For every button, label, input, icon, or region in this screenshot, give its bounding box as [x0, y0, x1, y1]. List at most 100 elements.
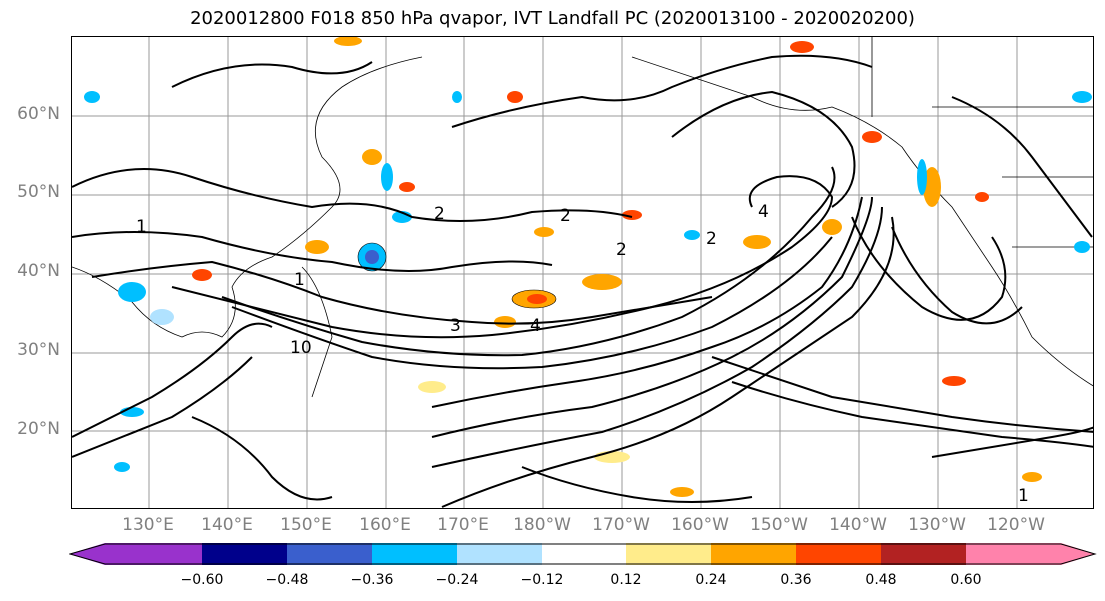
colorbar-segment — [711, 543, 796, 565]
contour-line — [171, 61, 373, 88]
shade-pos — [582, 274, 622, 290]
contour-line — [431, 196, 873, 438]
shade-neg — [381, 163, 393, 191]
contour-label: 1 — [1018, 486, 1029, 506]
contour-line — [72, 356, 253, 458]
shade-pos — [923, 167, 941, 207]
lon-label-150e: 150°E — [280, 515, 332, 535]
shade-pos — [594, 451, 630, 463]
colorbar-tick: 0.36 — [780, 572, 812, 588]
lat-label-50n: 50°N — [17, 182, 60, 202]
lon-label-160w: 160°W — [671, 515, 729, 535]
colorbar-tick: 0.12 — [610, 572, 642, 588]
lon-label-170e: 170°E — [437, 515, 489, 535]
contour-line — [671, 90, 856, 208]
shade-pos — [494, 316, 516, 328]
lon-label-170w: 170°W — [592, 515, 650, 535]
colorbar-tick: −0.48 — [265, 572, 309, 588]
contour-label: 1 — [136, 217, 147, 237]
shade-pos — [305, 240, 329, 254]
contour-line — [191, 416, 333, 501]
contour-line — [521, 466, 753, 503]
contour-line — [221, 166, 836, 357]
colorbar-segment — [202, 543, 287, 565]
contour-line — [731, 381, 1093, 448]
contour-label: 3 — [450, 316, 461, 336]
shade-pos — [534, 227, 554, 237]
shade-pos — [399, 182, 415, 192]
colorbar-outline — [69, 543, 1097, 565]
contour-label: 1 — [294, 270, 305, 290]
shade-pos — [942, 376, 966, 386]
shade-neg — [452, 91, 462, 103]
shade-pos — [527, 294, 547, 304]
shade-neg — [917, 159, 927, 195]
colorbar-segment — [69, 543, 202, 565]
contour-label: 4 — [530, 316, 541, 336]
colorbar-tick: 0.48 — [865, 572, 897, 588]
shade-neg — [1074, 241, 1090, 253]
contour-line — [171, 175, 834, 339]
colorbar-segment — [372, 543, 457, 565]
contour-line — [891, 226, 1023, 325]
colorbar-tick: −0.60 — [180, 572, 224, 588]
shade-pos — [418, 381, 446, 393]
shade-neg — [1072, 91, 1092, 103]
shade-neg — [118, 282, 146, 302]
coastlines — [72, 37, 1093, 398]
contour-line — [72, 168, 633, 222]
colorbar-segment — [966, 543, 1096, 565]
lon-label-160e: 160°E — [359, 515, 411, 535]
shade-neg — [114, 462, 130, 472]
lon-label-180w: 180°W — [513, 515, 571, 535]
shade-pos — [670, 487, 694, 497]
north-america-coast — [631, 56, 1093, 387]
lat-label-30n: 30°N — [17, 340, 60, 360]
ivt-contours — [72, 54, 1093, 508]
contour-line — [431, 196, 863, 408]
shade-neg — [84, 91, 100, 103]
lon-label-130e: 130°E — [122, 515, 174, 535]
contour-line — [711, 356, 1093, 433]
contour-line — [231, 236, 833, 370]
shade-pos — [507, 91, 523, 103]
colorbar-segments — [69, 543, 1096, 565]
shade-neg — [150, 309, 174, 325]
contour-label: 2 — [560, 206, 571, 226]
shade-pos — [334, 37, 362, 46]
colorbar — [69, 543, 1097, 565]
map-panel: 1 2 2 2 2 3 4 4 1 10 1 — [71, 36, 1094, 509]
contour-line — [91, 260, 713, 325]
map-canvas: 1 2 2 2 2 3 4 4 1 10 1 — [72, 37, 1093, 508]
colorbar-segment — [881, 543, 966, 565]
shade-pos — [622, 210, 642, 220]
shade-pos — [975, 192, 989, 202]
plot-title: 2020012800 F018 850 hPa qvapor, IVT Land… — [190, 8, 915, 29]
colorbar-tick: −0.36 — [350, 572, 394, 588]
graticule — [72, 37, 1093, 508]
contour-label: 4 — [758, 202, 769, 222]
colorbar-segment — [626, 543, 711, 565]
colorbar-tick: −0.24 — [435, 572, 479, 588]
contour-line — [441, 216, 895, 508]
shade-pos — [822, 219, 842, 235]
lat-label-40n: 40°N — [17, 261, 60, 281]
shade-neg — [365, 250, 379, 264]
lon-label-140w: 140°W — [829, 515, 887, 535]
japan-coast — [301, 266, 333, 398]
contour-label: 2 — [434, 204, 445, 224]
lon-label-120w: 120°W — [987, 515, 1045, 535]
lon-label-130w: 130°W — [908, 515, 966, 535]
lat-label-60n: 60°N — [17, 104, 60, 124]
shade-pos — [862, 131, 882, 143]
shade-pos — [192, 269, 212, 281]
colorbar-segment — [457, 543, 542, 565]
contour-line — [931, 426, 1093, 458]
contour-label-group: 1 2 2 2 2 3 4 4 1 10 1 — [136, 202, 1029, 506]
colorbar-segment — [542, 543, 626, 565]
colorbar-tick: 0.24 — [695, 572, 727, 588]
positive-anomaly-shading — [192, 37, 1042, 497]
borders — [871, 37, 1093, 248]
contour-line — [72, 322, 273, 438]
lon-label-150w: 150°W — [750, 515, 808, 535]
